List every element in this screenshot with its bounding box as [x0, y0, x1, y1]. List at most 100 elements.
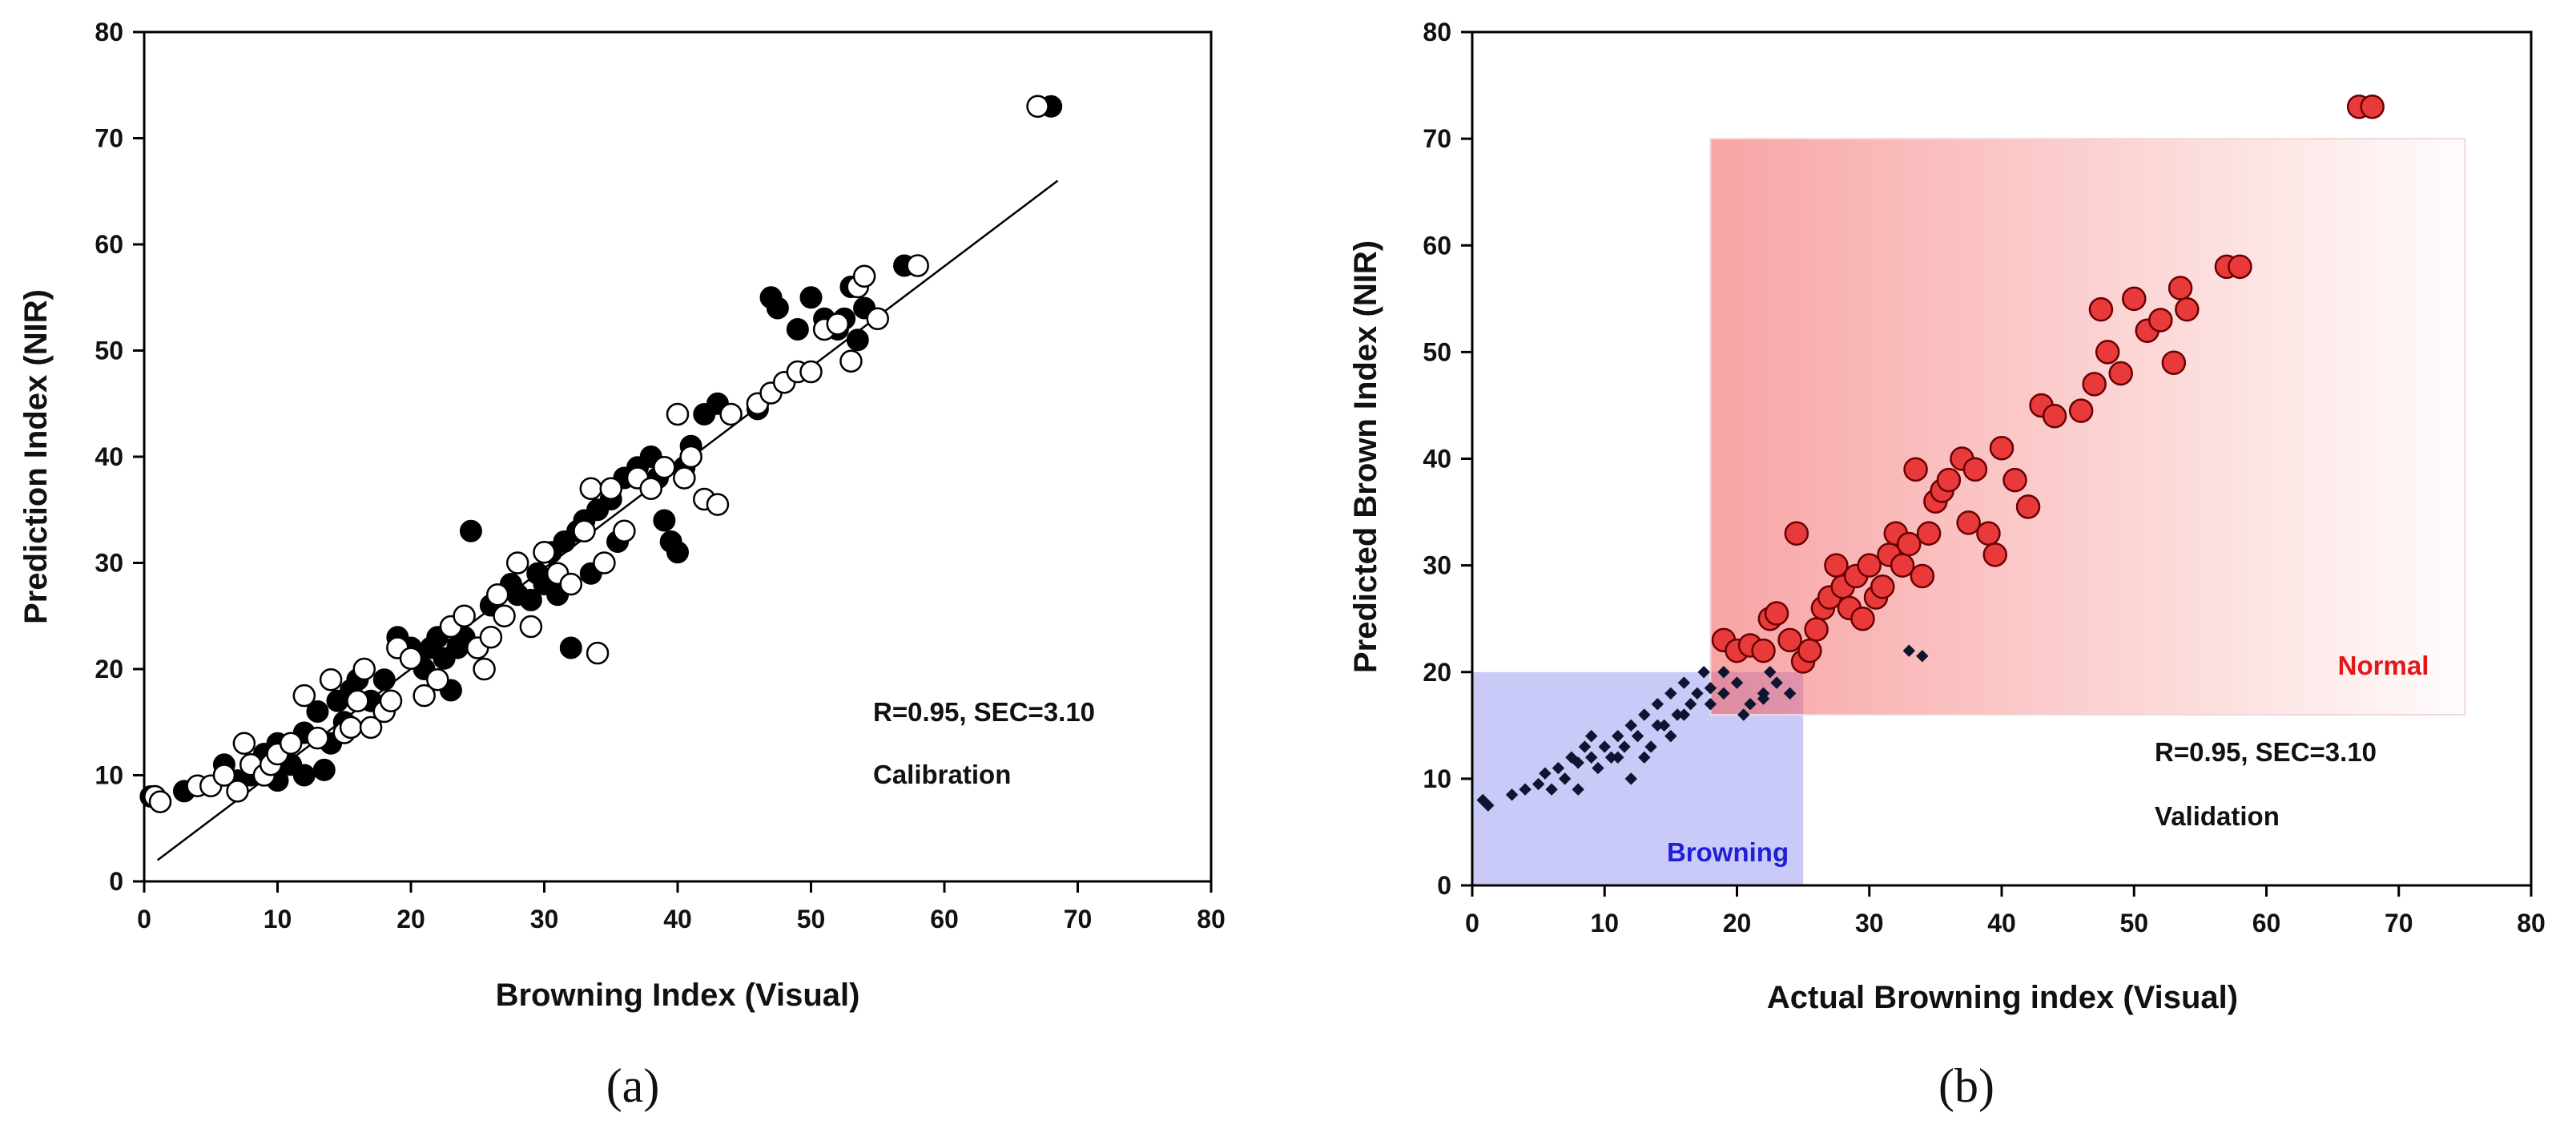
x-tick-label: 40: [1987, 909, 2016, 937]
data-point: [1558, 772, 1572, 785]
data-point: [1744, 697, 1757, 711]
data-point: [666, 541, 689, 564]
y-tick-label: 20: [95, 655, 123, 683]
data-point: [1585, 751, 1598, 764]
data-point: [799, 286, 823, 309]
data-point: [1482, 799, 1495, 812]
y-tick-label: 20: [1423, 658, 1451, 687]
data-point: [786, 318, 809, 341]
region-normal: [1709, 138, 2466, 716]
y-tick-label: 40: [95, 442, 123, 471]
data-point: [1598, 740, 1611, 753]
data-point: [1770, 676, 1783, 689]
data-point: [479, 626, 503, 649]
data-point: [453, 604, 476, 627]
data-point: [1664, 687, 1677, 700]
data-point: [473, 657, 496, 681]
data-point: [673, 466, 696, 490]
data-point: [586, 641, 610, 665]
x-axis-title: Actual Browning index (Visual): [1767, 980, 2238, 1015]
fit-line: [156, 179, 1059, 861]
data-point: [2122, 286, 2147, 312]
data-point: [1664, 729, 1677, 743]
region-label-normal: Normal: [2338, 651, 2429, 680]
data-point: [1870, 575, 1895, 599]
data-point: [766, 296, 789, 320]
data-point: [1612, 751, 1624, 764]
data-point: [2095, 340, 2120, 365]
data-point: [1691, 687, 1704, 700]
data-point: [2161, 350, 2187, 375]
data-point: [2360, 94, 2385, 119]
data-point: [505, 551, 529, 575]
panel-label-a: (a): [606, 1059, 660, 1112]
region-label-browning: Browning: [1667, 837, 1789, 867]
data-point: [1572, 783, 1584, 796]
data-point: [1624, 772, 1638, 785]
series-open-circle: [143, 95, 1049, 813]
data-point: [1631, 729, 1644, 743]
data-point: [372, 668, 396, 691]
x-tick-label: 20: [396, 905, 425, 933]
x-tick-label: 80: [1197, 905, 1226, 933]
data-point: [1519, 783, 1532, 796]
chart-panel-a: 0 10 20 30 40 50 60 70 80 0 10 20 30 40 50 60 70 80 Browni…: [18, 18, 1226, 1013]
x-tick-label: 0: [1465, 909, 1479, 937]
data-point: [1916, 521, 1942, 546]
data-point: [559, 572, 583, 596]
data-point: [846, 329, 869, 352]
y-tick-label: 30: [95, 549, 123, 578]
data-point: [653, 456, 676, 479]
data-point: [352, 657, 376, 681]
data-point: [346, 689, 369, 712]
series-diamond: [1476, 644, 1929, 812]
y-tick-label: 60: [1423, 231, 1451, 260]
data-point: [1578, 740, 1592, 753]
data-point: [1592, 761, 1604, 775]
data-point: [339, 716, 363, 740]
panel-label-b: (b): [1938, 1059, 1994, 1112]
data-point: [292, 764, 316, 787]
stats-annotation: R=0.95, SEC=3.10: [873, 697, 1095, 727]
data-point: [1684, 697, 1697, 711]
data-point: [459, 519, 482, 542]
data-point: [1545, 783, 1558, 796]
data-point: [148, 790, 172, 813]
data-point: [1565, 751, 1578, 764]
data-point: [1651, 719, 1664, 732]
data-point: [679, 445, 702, 469]
data-point: [1717, 666, 1730, 679]
data-point: [359, 716, 383, 740]
data-point: [1956, 510, 1981, 535]
data-point: [426, 668, 449, 691]
y-axis-title: Predicted Brown Index (NIR): [1348, 240, 1383, 673]
y-tick-label: 10: [1423, 764, 1451, 793]
y-tick-label: 80: [1423, 18, 1451, 46]
data-point: [1572, 756, 1584, 769]
data-point: [1989, 435, 2015, 461]
x-tick-label: 30: [530, 905, 559, 933]
data-point: [1638, 708, 1651, 721]
data-point: [593, 551, 616, 575]
data-point: [306, 700, 329, 723]
data-point: [1784, 521, 1809, 546]
data-point: [1777, 627, 1802, 653]
data-point: [232, 732, 256, 755]
y-tick-label: 50: [95, 337, 123, 365]
data-point: [1783, 687, 1797, 700]
data-point: [706, 493, 730, 516]
dataset-annotation: Validation: [2155, 801, 2280, 831]
y-tick-label: 60: [95, 230, 123, 259]
y-tick-label: 0: [1437, 871, 1451, 900]
x-tick-label: 40: [663, 905, 692, 933]
x-tick-label: 30: [1855, 909, 1884, 937]
data-point: [1505, 788, 1519, 801]
y-tick-label: 50: [1423, 337, 1451, 366]
x-tick-label: 80: [2517, 909, 2546, 937]
data-point: [2002, 467, 2027, 493]
data-point: [2088, 296, 2114, 322]
data-point: [1751, 638, 1776, 663]
data-point: [826, 312, 850, 336]
